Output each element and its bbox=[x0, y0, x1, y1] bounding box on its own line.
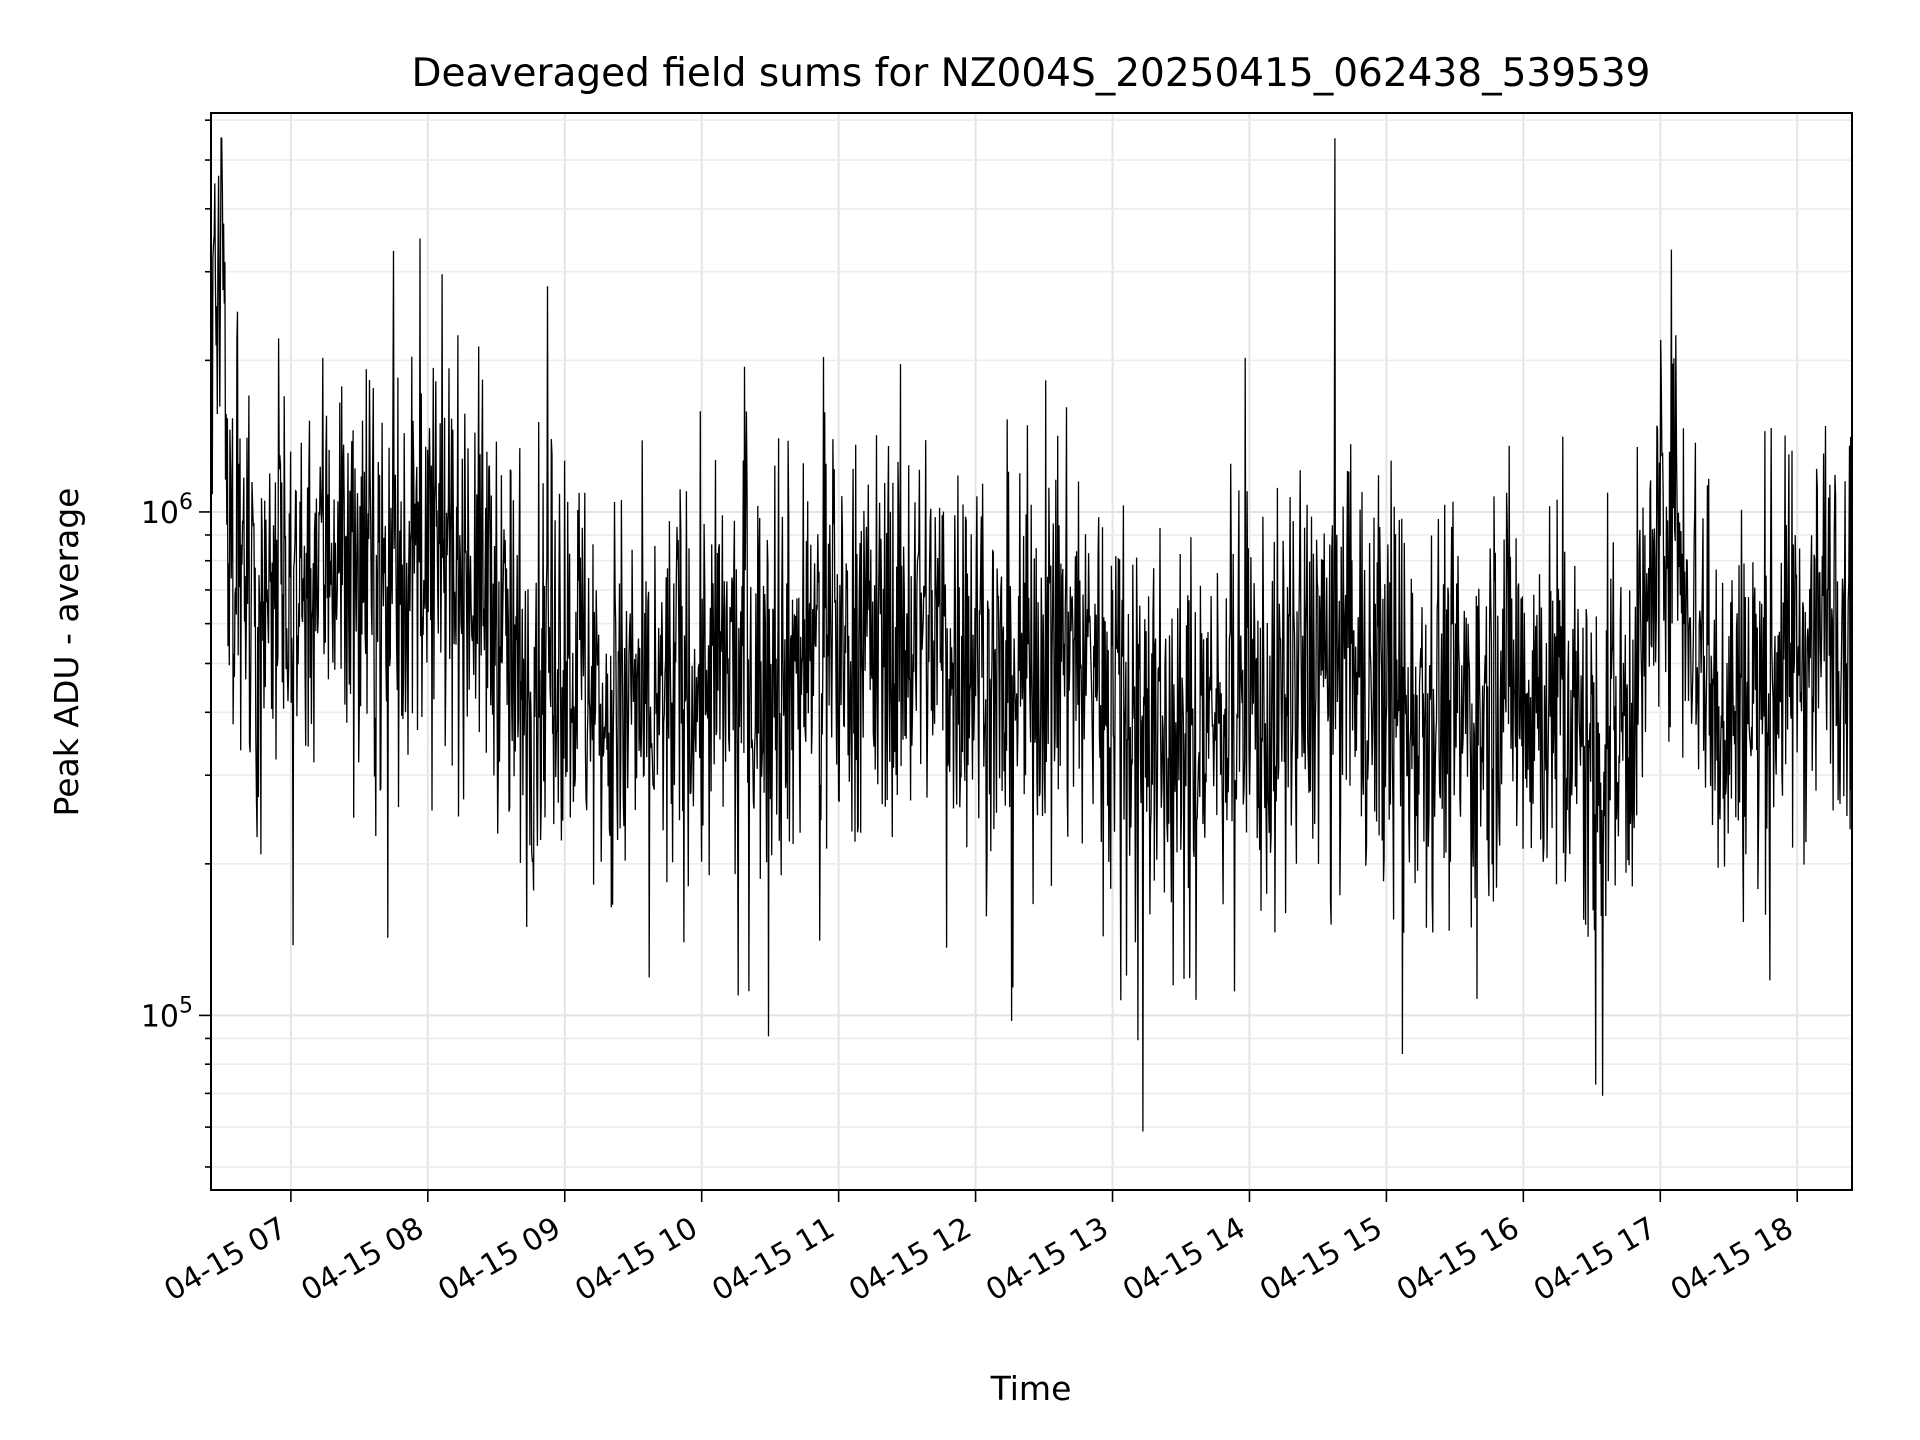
x-tick-label: 04-15 09 bbox=[432, 1211, 566, 1309]
x-tick-label: 04-15 13 bbox=[980, 1211, 1114, 1309]
x-tick-label: 04-15 08 bbox=[296, 1211, 430, 1309]
series-line bbox=[210, 137, 1853, 1132]
x-tick-label: 04-15 11 bbox=[706, 1211, 840, 1309]
x-axis-label: Time bbox=[990, 1369, 1072, 1408]
x-tick-label: 04-15 12 bbox=[843, 1211, 977, 1309]
x-tick-label: 04-15 07 bbox=[159, 1211, 293, 1309]
x-tick-label: 04-15 16 bbox=[1391, 1211, 1525, 1309]
y-axis-label: Peak ADU - average bbox=[47, 488, 86, 817]
x-tick-label: 04-15 14 bbox=[1117, 1211, 1251, 1309]
x-tick-label: 04-15 17 bbox=[1528, 1211, 1662, 1309]
y-tick-label: 105 bbox=[141, 993, 193, 1034]
x-axis-ticks: 04-15 07 04-15 08 04-15 09 04-15 10 04-15 11… bbox=[159, 1190, 1799, 1309]
x-tick-label: 04-15 15 bbox=[1254, 1211, 1388, 1309]
chart-title: Deaveraged field sums for NZ004S_2025041… bbox=[412, 51, 1651, 96]
x-tick-label: 04-15 18 bbox=[1665, 1211, 1799, 1309]
x-tick-label: 04-15 10 bbox=[569, 1211, 703, 1309]
data-series bbox=[210, 137, 1853, 1132]
y-axis-ticks: 105 106 bbox=[141, 119, 211, 1168]
y-tick-label: 106 bbox=[141, 490, 193, 531]
plot-frame bbox=[210, 112, 1853, 1191]
